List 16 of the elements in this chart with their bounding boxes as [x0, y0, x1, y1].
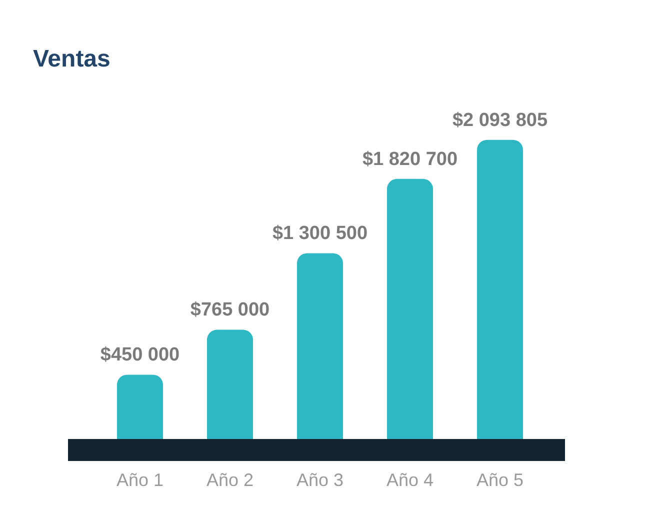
- bar: [477, 140, 523, 439]
- data-label: $1 820 700: [362, 148, 458, 170]
- bar: [387, 178, 433, 439]
- bar: [207, 330, 253, 439]
- data-label: $450 000: [100, 344, 180, 366]
- data-label: $1 300 500: [272, 223, 368, 244]
- x-tick-label: Año 4: [386, 470, 434, 490]
- chart-title: Ventas: [33, 46, 110, 72]
- bar: [297, 253, 343, 439]
- x-tick-label: Año 1: [116, 470, 164, 490]
- x-tick-label: Año 3: [296, 470, 344, 490]
- data-label: $2 093 805: [452, 110, 548, 131]
- bar: [117, 374, 163, 439]
- data-label: $765 000: [190, 300, 270, 321]
- x-tick-label: Año 5: [476, 470, 524, 490]
- x-tick-label: Año 2: [206, 470, 254, 490]
